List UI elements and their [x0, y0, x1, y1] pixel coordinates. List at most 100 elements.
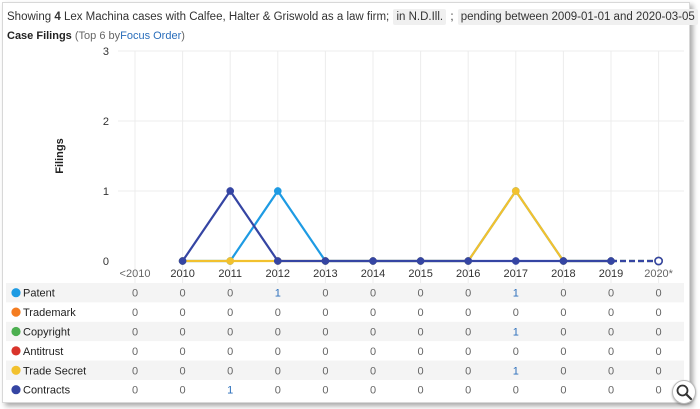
- y-axis-label: Filings: [54, 138, 66, 173]
- table-cell-contracts-2015: 0: [418, 385, 424, 397]
- table-cell-patent-2015: 0: [418, 288, 424, 300]
- table-cell-antitrust-2010: 0: [132, 346, 138, 358]
- series-line-contracts: [181, 189, 611, 263]
- x-tick-label-2018: 2018: [551, 268, 575, 280]
- legend-label-trade-secret[interactable]: Trade Secret: [23, 365, 86, 377]
- table-cell-contracts-2012: 0: [275, 385, 281, 397]
- table-cell-antitrust-2011: 0: [227, 346, 233, 358]
- legend-label-copyright[interactable]: Copyright: [23, 327, 70, 339]
- chart-title: Case Filings: [7, 30, 72, 42]
- table-row-bg-copyright: [6, 321, 684, 342]
- legend-label-antitrust[interactable]: Antitrust: [23, 346, 63, 358]
- table-cell-trade-secret-2019: 0: [608, 365, 614, 377]
- data-point-contracts-2014[interactable]: [369, 257, 377, 265]
- data-point-contracts-2012[interactable]: [273, 257, 282, 265]
- y-tick-label-3: 3: [103, 46, 109, 58]
- data-point-contracts-2019[interactable]: [607, 257, 615, 265]
- table-cell-trade-secret-2014: 0: [370, 365, 376, 377]
- table-cell-contracts-2019: 0: [608, 385, 614, 397]
- table-cell-trademark-2014: 0: [370, 307, 376, 319]
- summary-prefix: Showing: [7, 11, 52, 23]
- legend-marker-antitrust[interactable]: [11, 346, 21, 356]
- table-cell-copyright-2018: 0: [560, 327, 566, 339]
- x-tick-label-2014: 2014: [361, 268, 385, 280]
- table-cell-contracts-2016: 0: [465, 385, 471, 397]
- table-cell-trademark-2018: 0: [560, 307, 566, 319]
- series-line-trade-secret: [182, 189, 611, 263]
- table-cell-trademark-2019: 0: [608, 307, 614, 319]
- table-cell-antitrust-2012: 0: [275, 346, 281, 358]
- table-cell-copyright-2012: 0: [275, 327, 281, 339]
- table-cell-copyright-2017[interactable]: 1: [513, 327, 519, 339]
- x-tick-label-2020: 2020*: [644, 268, 673, 280]
- legend-marker-trade-secret[interactable]: [11, 365, 21, 375]
- legend-marker-contracts[interactable]: [11, 385, 21, 395]
- table-cell-patent-2017[interactable]: 1: [513, 288, 519, 300]
- data-point-contracts-2010[interactable]: [178, 257, 187, 265]
- table-cell-patent-2012[interactable]: 1: [275, 288, 281, 300]
- table-row-bg-contracts: [6, 380, 684, 400]
- date-filter-pill[interactable]: pending between 2009-01-01 and 2020-03-0…: [457, 9, 698, 25]
- data-point-trade-secret-2011[interactable]: [226, 257, 235, 265]
- table-cell-antitrust-2014: 0: [370, 346, 376, 358]
- table-cell-patent-2019: 0: [608, 288, 614, 300]
- x-tick-label-2010: <2010: [120, 268, 151, 280]
- table-cell-patent-2020: 0: [656, 288, 662, 300]
- table-cell-antitrust-2019: 0: [608, 346, 614, 358]
- table-cell-trade-secret-2010: 0: [180, 365, 186, 377]
- table-cell-patent-2014: 0: [370, 288, 376, 300]
- legend-label-patent[interactable]: Patent: [23, 288, 55, 300]
- table-cell-trade-secret-2012: 0: [275, 365, 281, 377]
- table-row-bg-trademark: [6, 302, 684, 322]
- data-point-contracts-2020[interactable]: [654, 256, 663, 266]
- table-cell-patent-2010: 0: [132, 288, 138, 300]
- data-point-patent-2012[interactable]: [273, 187, 282, 195]
- y-tick-label-1: 1: [103, 186, 109, 198]
- court-filter-pill[interactable]: in N.D.Ill.: [393, 9, 447, 25]
- x-tick-label-2015: 2015: [408, 268, 432, 280]
- zoom-button[interactable]: [672, 380, 696, 404]
- table-cell-patent-2011: 0: [227, 288, 233, 300]
- legend-marker-trademark[interactable]: [11, 307, 21, 317]
- table-cell-patent-2016: 0: [465, 288, 471, 300]
- focus-order-link[interactable]: Focus Order: [120, 30, 182, 42]
- table-cell-contracts-2010: 0: [132, 385, 138, 397]
- query-summary: Showing 4 Lex Machina cases with Calfee,…: [7, 8, 698, 26]
- table-cell-copyright-2016: 0: [465, 327, 471, 339]
- table-cell-trade-secret-2013: 0: [322, 365, 328, 377]
- data-point-contracts-2017[interactable]: [511, 257, 520, 265]
- legend-label-trademark[interactable]: Trademark: [23, 307, 76, 319]
- table-cell-copyright-2015: 0: [418, 327, 424, 339]
- data-point-contracts-2018[interactable]: [559, 257, 568, 265]
- table-cell-trademark-2010: 0: [132, 307, 138, 319]
- data-point-contracts-2016[interactable]: [464, 257, 473, 265]
- table-cell-trademark-2017: 0: [513, 307, 519, 319]
- legend-marker-patent[interactable]: [11, 288, 21, 298]
- x-tick-label-2016: 2016: [456, 268, 480, 280]
- data-point-contracts-2011[interactable]: [226, 187, 235, 195]
- table-row-bg-trade-secret: [6, 360, 684, 380]
- x-tick-label-2012: 2012: [266, 268, 290, 280]
- x-tick-label-2011: 2011: [218, 268, 242, 280]
- data-point-contracts-2013[interactable]: [321, 257, 330, 265]
- x-tick-label-2013: 2013: [313, 268, 337, 280]
- table-cell-copyright-2014: 0: [370, 327, 376, 339]
- table-cell-trade-secret-2017[interactable]: 1: [513, 365, 519, 377]
- table-cell-contracts-2018: 0: [560, 385, 566, 397]
- table-cell-contracts-2011[interactable]: 1: [227, 385, 233, 397]
- table-cell-antitrust-2020: 0: [656, 346, 662, 358]
- data-point-contracts-2015[interactable]: [416, 257, 425, 265]
- table-cell-copyright-2020: 0: [656, 327, 662, 339]
- legend-label-contracts[interactable]: Contracts: [23, 385, 71, 397]
- table-cell-copyright-2013: 0: [322, 327, 328, 339]
- summary-separator: ;: [450, 11, 454, 23]
- legend-marker-copyright[interactable]: [11, 326, 21, 337]
- table-cell-patent-2018: 0: [560, 288, 566, 300]
- table-cell-contracts-2020: 0: [656, 385, 662, 397]
- chart-subtitle: Case Filings (Top 6 byFocus Order): [7, 28, 185, 44]
- data-point-trade-secret-2017[interactable]: [511, 187, 520, 195]
- table-cell-contracts-2013: 0: [322, 385, 328, 397]
- table-cell-antitrust-2017: 0: [513, 346, 519, 358]
- table-cell-patent-2013: 0: [322, 288, 328, 300]
- table-cell-trade-secret-2018: 0: [560, 365, 566, 377]
